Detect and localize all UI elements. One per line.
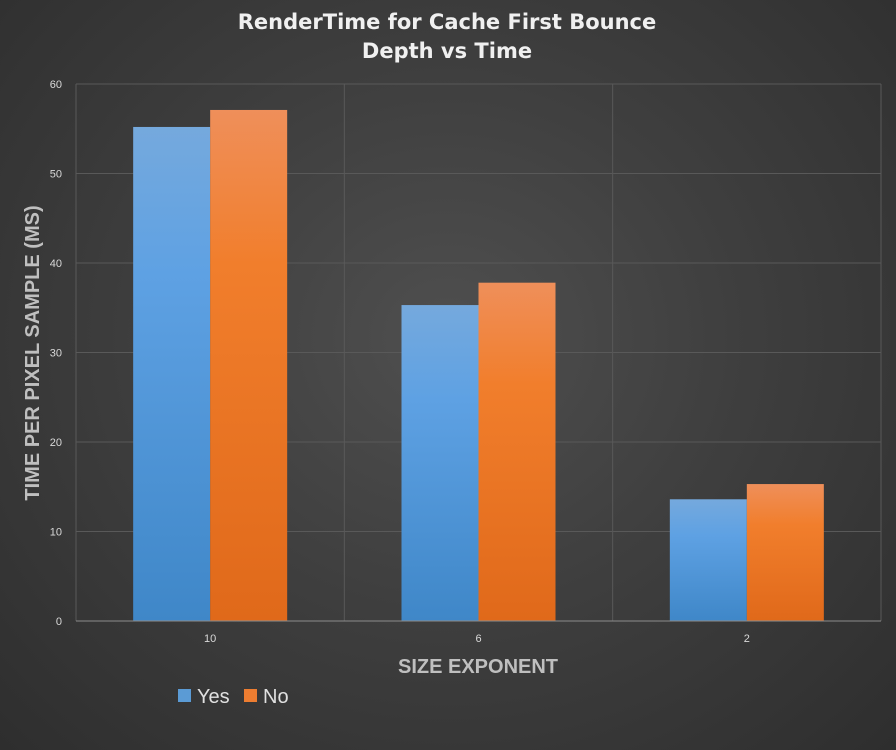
y-tick-label: 30 [50,348,62,360]
y-tick-label: 10 [50,527,62,539]
x-tick-label: 6 [475,633,481,645]
x-axis-title: SIZE EXPONENT [398,656,558,678]
bar-yes-10 [133,126,211,622]
bar-no-10 [210,109,288,621]
bar-yes-2 [669,499,747,621]
x-tick-label: 2 [744,633,750,645]
legend-swatch-no [244,689,257,702]
legend-label-yes: Yes [197,686,230,708]
chart-title-line-2: Depth vs Time [362,39,532,63]
y-tick-label: 20 [50,437,62,449]
chart-title-line-1: RenderTime for Cache First Bounce [238,10,657,34]
legend: Yes No [178,686,289,708]
y-tick-label: 50 [50,169,62,181]
y-axis-title: TIME PER PIXEL SAMPLE (MS) [22,205,44,500]
bar-no-2 [746,484,824,621]
axes: 0 10 20 30 40 50 60 10 6 2 [50,79,881,645]
y-tick-label: 0 [56,616,62,628]
y-tick-label: 60 [50,79,62,91]
bar-no-6 [478,282,556,621]
legend-swatch-yes [178,689,191,702]
bar-yes-6 [401,305,479,621]
x-tick-label: 10 [204,633,216,645]
y-tick-label: 40 [50,258,62,270]
bars [133,109,824,622]
legend-label-no: No [263,686,289,708]
